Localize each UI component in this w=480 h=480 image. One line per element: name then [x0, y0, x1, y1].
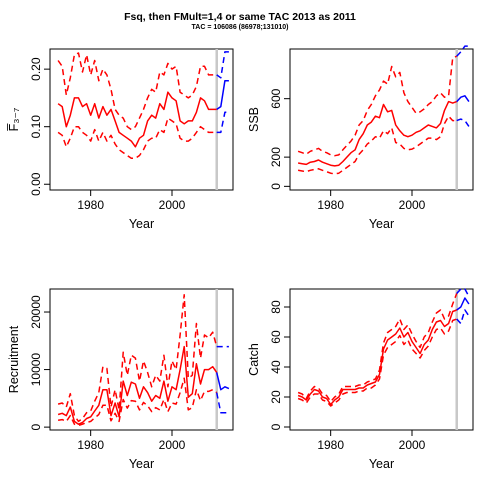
panel-bottom-right: 1980 2000 0 20 40 60 80 Year Catch	[247, 288, 474, 471]
y-tick-label: 0.10	[29, 115, 43, 139]
panel-top-right: 1980 2000 0 200 600 Year SSB	[247, 45, 474, 231]
y-tick-label: 20000	[29, 295, 43, 329]
x-tick-label: 1980	[77, 198, 104, 212]
forecast-lower-line	[456, 118, 470, 127]
series-lower-line	[57, 117, 217, 160]
figure-title: Fsq, then FMult=1,4 or same TAC 2013 as …	[124, 11, 356, 23]
series-median-line	[297, 100, 457, 167]
forecast-median-line	[456, 297, 470, 311]
y-tick-label: 0.20	[29, 57, 43, 81]
y-tick-label: 60	[269, 330, 283, 344]
y-tick-label: 0.00	[29, 172, 43, 196]
x-tick-label: 2000	[399, 438, 426, 452]
x-tick-label: 1980	[77, 438, 104, 452]
y-tick-label: 40	[269, 360, 283, 374]
y-tick-label: 0	[269, 423, 283, 430]
x-tick-label: 1980	[317, 438, 344, 452]
forecast-median-line	[215, 372, 230, 391]
forecast-lower-line	[456, 309, 470, 325]
y-tick-label: 20	[269, 390, 283, 404]
x-axis-label: Year	[129, 217, 154, 231]
x-tick-label: 1980	[317, 198, 344, 212]
y-tick-label: 10000	[29, 353, 43, 387]
series-upper-line	[297, 55, 457, 157]
plot-frame	[49, 288, 234, 431]
x-axis-label: Year	[369, 457, 394, 471]
series-lower-line	[297, 115, 457, 175]
x-tick-label: 2000	[399, 198, 426, 212]
x-axis-label: Year	[369, 217, 394, 231]
plot-frame	[289, 48, 474, 191]
forecast-upper-line	[456, 45, 469, 57]
forecast-lower-line	[216, 111, 229, 134]
figure-subtitle: TAC = 106086 (86978;131010)	[191, 24, 289, 31]
forecast-upper-line	[456, 288, 470, 297]
forecast-median-line	[216, 79, 229, 111]
y-tick-label: 0	[269, 183, 283, 190]
plot-frame	[289, 288, 474, 431]
series-median-line	[297, 309, 457, 406]
forecast-lower-line	[215, 392, 229, 414]
x-tick-label: 2000	[159, 198, 186, 212]
series-upper-line	[57, 52, 217, 131]
y-tick-label: 0	[29, 423, 43, 430]
y-axis-label: F̅₃₋₇	[7, 108, 21, 132]
series-lower-line	[297, 318, 457, 407]
x-axis-label: Year	[129, 457, 154, 471]
y-axis-label: Recruitment	[7, 325, 21, 393]
y-axis-label: SSB	[247, 107, 261, 132]
forecast-median-line	[456, 95, 470, 103]
y-tick-label: 200	[269, 147, 283, 167]
x-tick-label: 2000	[159, 438, 186, 452]
series-upper-line	[57, 294, 218, 423]
y-tick-label: 80	[269, 300, 283, 314]
series-median-line	[57, 345, 218, 425]
series-median-line	[57, 91, 217, 148]
plot-frame	[49, 48, 234, 191]
series-lower-line	[57, 377, 218, 427]
y-tick-label: 600	[269, 88, 283, 108]
series-upper-line	[297, 293, 458, 403]
forecast-upper-line	[216, 51, 229, 79]
panel-top-left: 1980 2000 0.00 0.10 0.20 Year F̅₃₋₇	[7, 48, 234, 231]
y-axis-label: Catch	[247, 343, 261, 376]
